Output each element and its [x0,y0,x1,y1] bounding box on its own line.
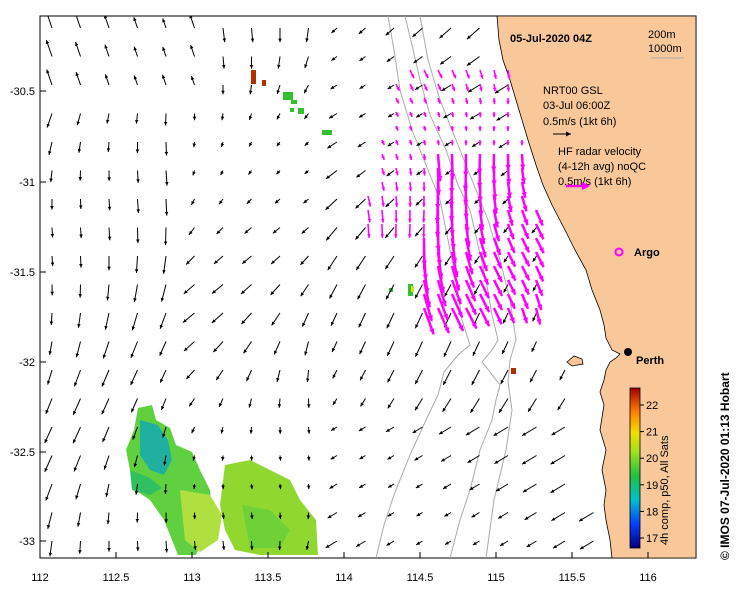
x-tick-label: 113 [183,572,201,584]
city-label-perth: Perth [636,355,664,367]
legend-argo-label: Argo [634,247,660,259]
y-tick-label: -32.5 [10,447,35,459]
colorbar-tick-label: 17 [646,533,658,545]
y-tick-label: -31.5 [10,267,35,279]
colorbar-tick-label: 18 [646,506,658,518]
colorbar-tick-label: 20 [646,453,658,465]
legend-gsl-scale: 0.5m/s (1kt 6h) [543,116,616,128]
perth-marker-icon [624,348,632,356]
x-tick-label: 112.5 [103,572,130,584]
colorbar [630,388,640,548]
scale-label-1000m: 1000m [648,43,682,55]
legend-hf-avg: (4-12h avg) noQC [558,161,646,173]
date-title: 05-Jul-2020 04Z [510,33,592,45]
colorbar-tick-label: 21 [646,427,658,439]
legend-gsl-title: NRT00 GSL [543,85,603,97]
colorbar-tick-label: 22 [646,400,658,412]
x-tick-label: 114.5 [407,572,434,584]
y-tick-label: -30.5 [10,86,35,98]
legend-gsl-time: 03-Jul 06:00Z [543,100,611,112]
x-tick-label: 115.5 [559,572,586,584]
colorbar-label: 4h comp, p50, All Sats [659,435,671,545]
x-tick-label: 115 [487,572,505,584]
legend-hf-title: HF radar velocity [558,146,642,158]
colorbar-tick-label: 19 [646,480,658,492]
scale-label-200m: 200m [648,29,676,41]
y-tick-label: -31 [19,177,35,189]
y-tick-label: -33 [19,536,35,548]
x-tick-label: 116 [639,572,657,584]
x-tick-label: 113.5 [255,572,282,584]
y-tick-label: -32 [19,357,35,369]
credit-text: © IMOS 07-Jul-2020 01:13 Hobart [718,372,732,560]
x-tick-label: 112 [31,572,49,584]
x-tick-label: 114 [335,572,353,584]
